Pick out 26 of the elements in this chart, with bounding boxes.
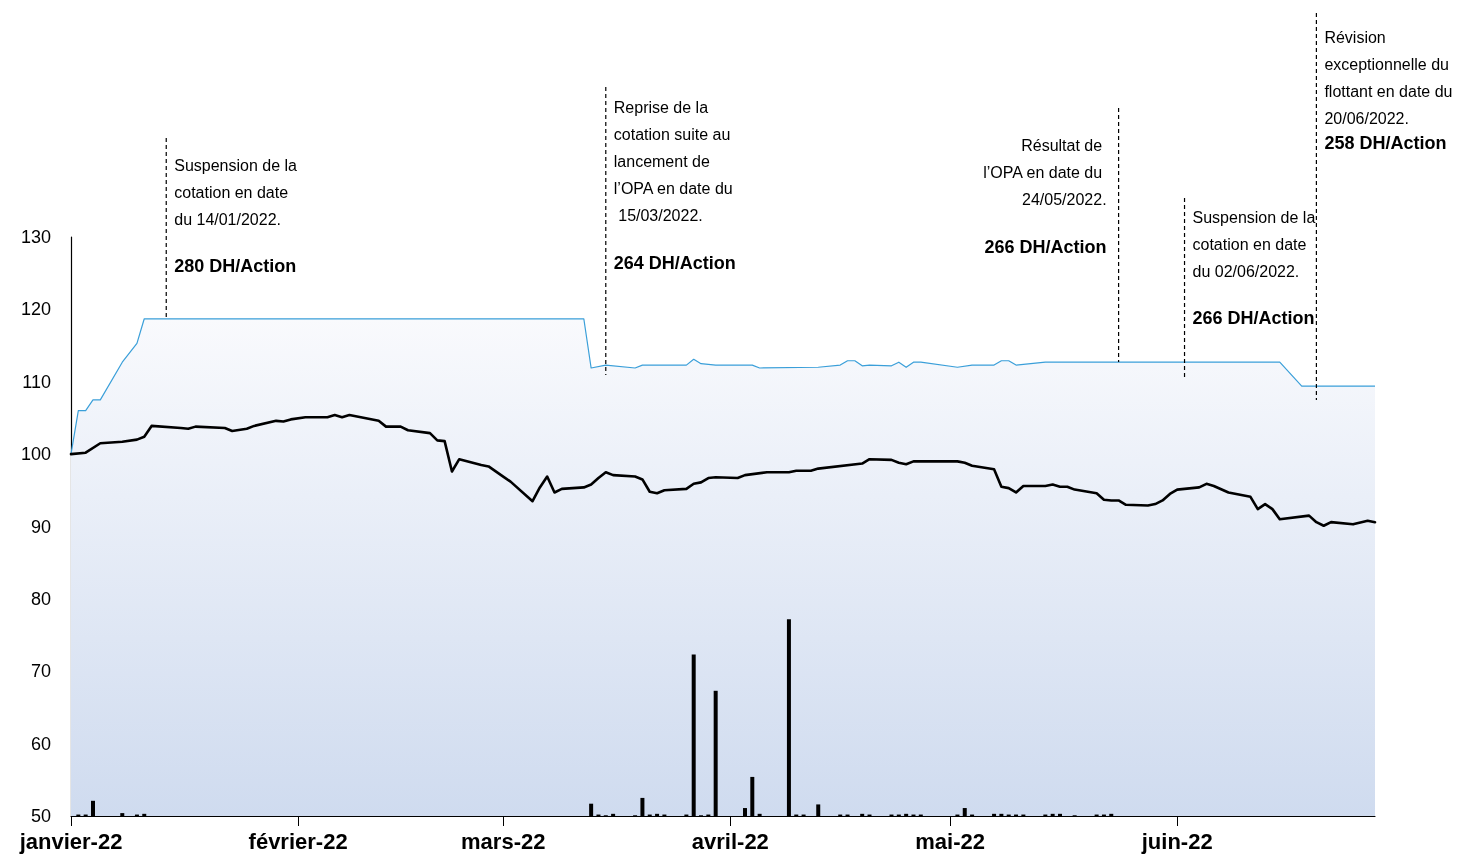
- y-tick-label: 70: [30, 661, 51, 682]
- ref-line-label: Suspension de la cotation en date du 14/01/2022.: [174, 157, 302, 228]
- annotation: 266 DH/Action: [984, 237, 1107, 257]
- annotation: 264 DH/Action: [613, 253, 736, 273]
- annotation: 266 DH/Action: [1192, 308, 1315, 328]
- ref-line-label: Révision exceptionnelle du flottant en date du 20/06/2022.: [1324, 29, 1457, 127]
- y-tick-label: 120: [20, 299, 51, 320]
- annotation: 258 DH/Action: [1324, 133, 1447, 153]
- ref-line-label: Suspension de la cotation en date du 02/06/2022.: [1192, 209, 1320, 280]
- y-tick-label: 60: [30, 733, 51, 754]
- x-tick-label: juin-22: [1140, 828, 1213, 854]
- y-tick-label: 50: [30, 806, 51, 826]
- y-tick-label: 80: [30, 588, 51, 609]
- ref-line-label: Résultat de l’OPA en date du 24/05/2022.: [983, 137, 1107, 208]
- ref-line-label: Reprise de la cotation suite au lancement de l’OPA en date du 15/03/2022.: [613, 99, 735, 224]
- x-tick-label: mars-22: [461, 828, 546, 854]
- x-tick-label: février-22: [248, 828, 348, 854]
- line-series: [69, 413, 1377, 528]
- annotation: 280 DH/Action: [174, 256, 297, 276]
- y-tick-label: 130: [20, 227, 51, 247]
- y-tick-label: 100: [20, 444, 51, 465]
- x-tick-label: janvier-22: [18, 828, 123, 854]
- y-tick-label: 110: [22, 371, 51, 392]
- x-tick-label: mai-22: [915, 828, 985, 854]
- y-tick-label: 90: [30, 516, 51, 537]
- x-tick-label: avril-22: [691, 828, 769, 854]
